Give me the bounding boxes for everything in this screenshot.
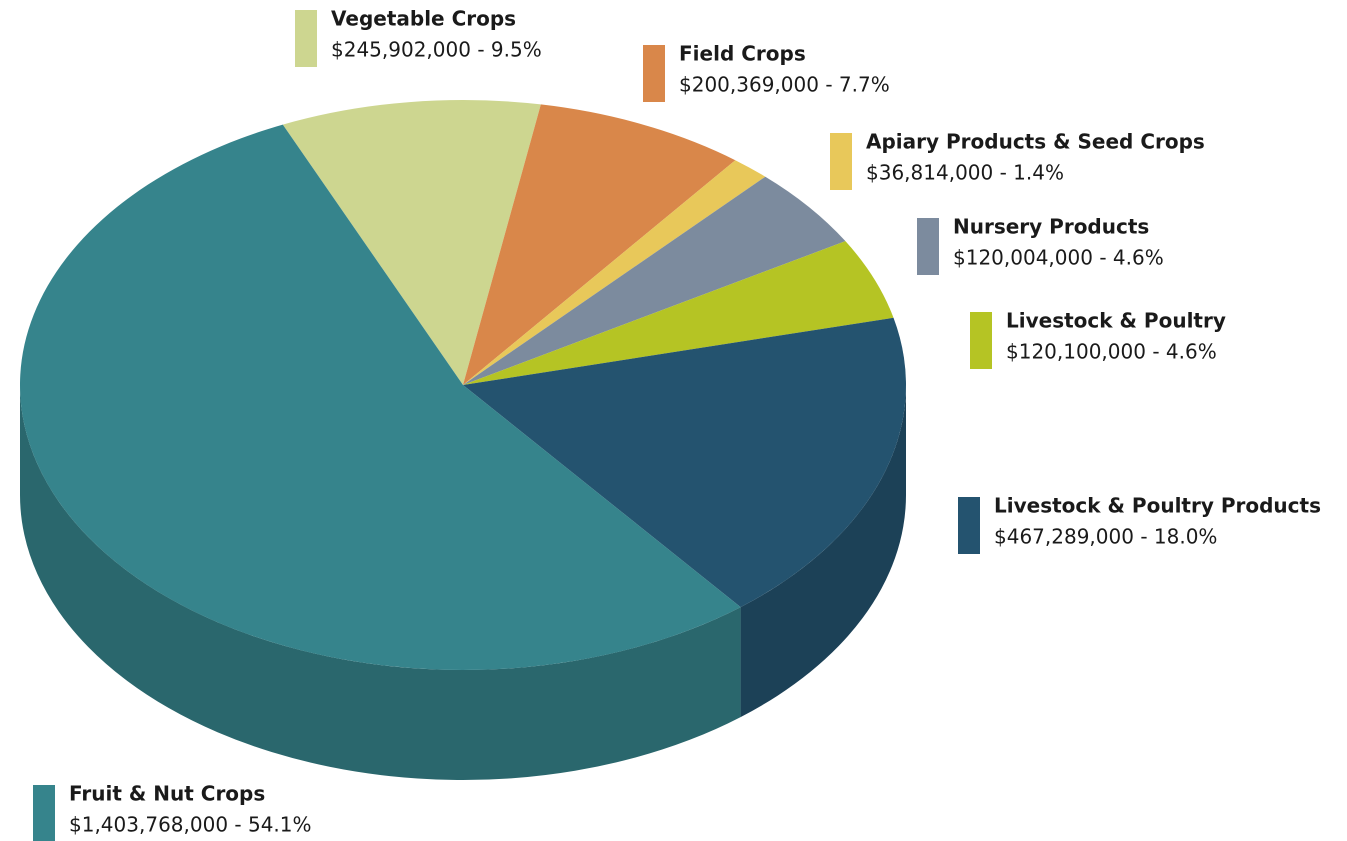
legend-name: Fruit & Nut Crops [69, 782, 265, 806]
slice [463, 160, 766, 385]
slice-side [740, 385, 906, 718]
slice [463, 317, 907, 608]
value-label: $245,902,000 - 9.5% [331, 38, 542, 62]
legend-name: Apiary Products & Seed Crops [866, 130, 1205, 154]
slice [463, 241, 894, 385]
legend-swatch [917, 218, 939, 275]
slice-side [19, 385, 741, 781]
value-label: $467,289,000 - 18.0% [994, 525, 1217, 549]
legend-name: Livestock & Poultry Products [994, 494, 1321, 518]
legend-swatch [958, 497, 980, 554]
value-label: $120,004,000 - 4.6% [953, 246, 1164, 270]
legend-name: Field Crops [679, 42, 806, 66]
value-label: $36,814,000 - 1.4% [866, 161, 1064, 185]
legend-swatch [295, 10, 317, 67]
legend-swatch [643, 45, 665, 102]
value-label: $120,100,000 - 4.6% [1006, 340, 1217, 364]
legend-swatch [830, 133, 852, 190]
slice [463, 104, 736, 385]
legend-name: Vegetable Crops [331, 7, 516, 31]
slice [282, 100, 541, 386]
legend-swatch [970, 312, 992, 369]
legend-name: Livestock & Poultry [1006, 309, 1226, 333]
value-label: $200,369,000 - 7.7% [679, 73, 890, 97]
value-label: $1,403,768,000 - 54.1% [69, 813, 312, 837]
legend-swatch [33, 785, 55, 841]
legend-name: Nursery Products [953, 215, 1149, 239]
slice [20, 124, 741, 671]
slice [463, 176, 846, 385]
